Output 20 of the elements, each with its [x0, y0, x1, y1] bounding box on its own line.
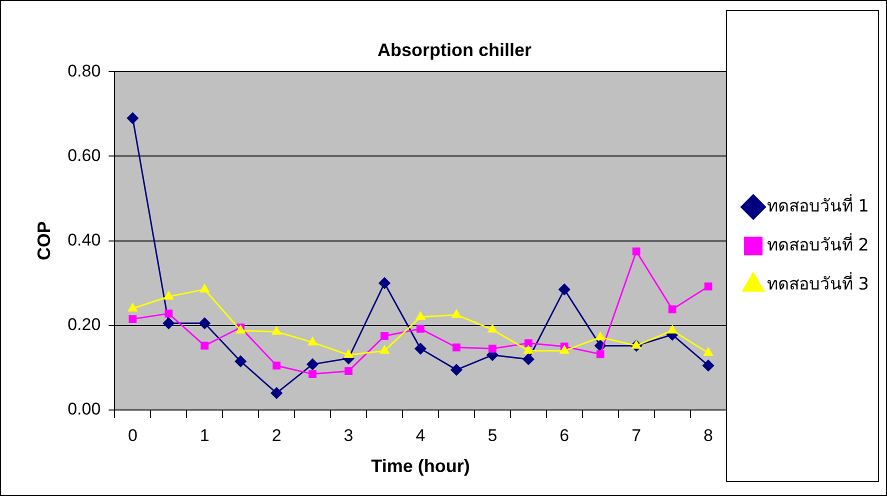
- x-tick-label: 5: [488, 426, 498, 445]
- x-tick-label: 3: [344, 426, 354, 445]
- x-axis-title: Time (hour): [371, 456, 470, 476]
- y-tick-label: 0.20: [68, 315, 101, 334]
- legend-label: ทดสอบวันที่ 2: [766, 232, 870, 256]
- legend-label: ทดสอบวันที่ 1: [766, 193, 870, 216]
- y-tick-label: 0.60: [68, 146, 101, 165]
- chart-title: Absorption chiller: [377, 40, 532, 60]
- x-tick-label: 4: [416, 426, 426, 445]
- y-tick-label: 0.00: [68, 400, 101, 419]
- x-tick-label: 7: [632, 426, 642, 445]
- x-tick-label: 1: [200, 426, 210, 445]
- y-tick-label: 0.40: [68, 230, 101, 250]
- y-tick-label: 0.80: [68, 61, 101, 80]
- y-axis-title: COP: [34, 221, 54, 260]
- x-tick-label: 8: [704, 426, 714, 445]
- x-tick-label: 0: [128, 426, 138, 445]
- x-tick-label: 6: [560, 426, 570, 445]
- legend-label: ทดสอบวันที่ 3: [766, 271, 870, 294]
- x-tick-label: 2: [272, 426, 282, 445]
